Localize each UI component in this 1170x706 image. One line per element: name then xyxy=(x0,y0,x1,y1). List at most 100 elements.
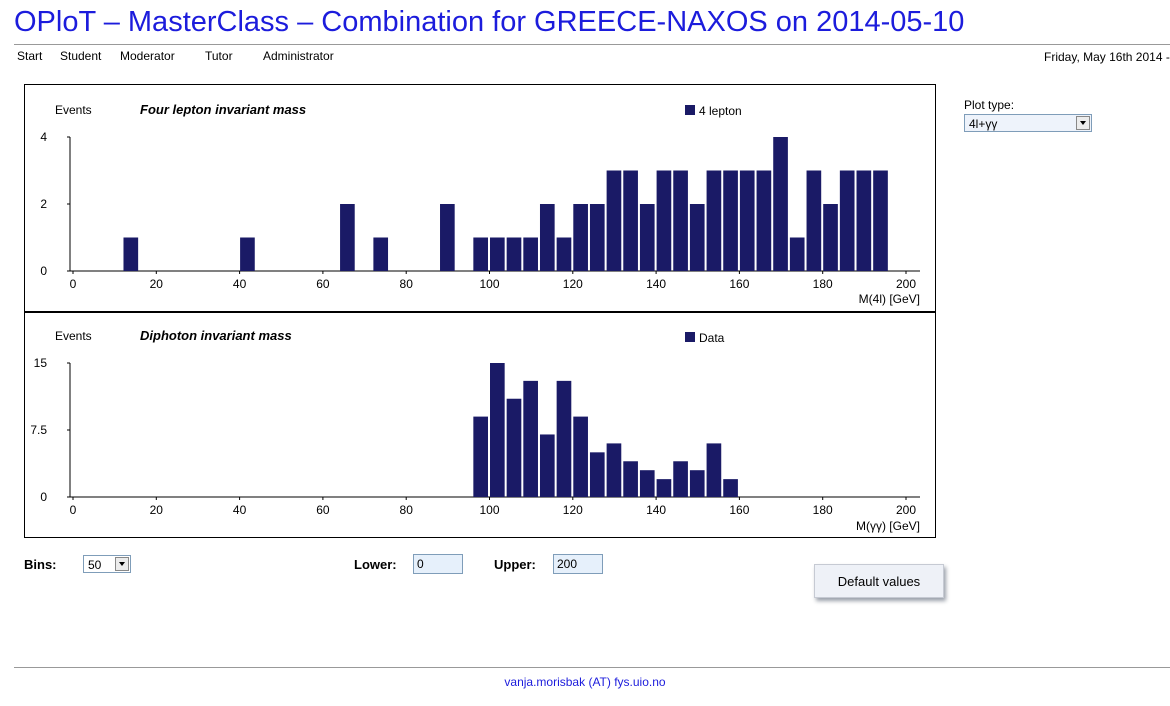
chevron-down-icon[interactable] xyxy=(1076,116,1090,130)
footer-email-link[interactable]: vanja.morisbak (AT) fys.uio.no xyxy=(504,675,666,689)
histogram-bar xyxy=(773,137,788,271)
x-tick-label: 160 xyxy=(729,277,749,291)
x-tick-label: 0 xyxy=(70,503,77,517)
page-title: OPloT – MasterClass – Combination for GR… xyxy=(14,6,965,38)
x-tick-label: 20 xyxy=(150,503,164,517)
footer: vanja.morisbak (AT) fys.uio.no xyxy=(0,675,1170,689)
histogram-bar xyxy=(806,170,822,271)
x-tick-label: 120 xyxy=(563,503,583,517)
x-tick-label: 0 xyxy=(70,277,77,291)
x-tick-label: 40 xyxy=(233,503,247,517)
x-tick-label: 120 xyxy=(563,277,583,291)
x-tick-label: 80 xyxy=(400,503,414,517)
x-tick-label: 140 xyxy=(646,277,666,291)
upper-label: Upper: xyxy=(494,557,536,572)
chart-title: Diphoton invariant mass xyxy=(140,328,292,343)
footer-divider xyxy=(14,667,1170,668)
histogram-bar xyxy=(473,416,488,497)
histogram-bar xyxy=(673,461,688,497)
histogram-bar xyxy=(440,204,455,271)
x-tick-label: 200 xyxy=(896,277,916,291)
histogram-bar xyxy=(823,204,838,271)
histogram-bar xyxy=(556,380,572,497)
nav-moderator[interactable]: Moderator xyxy=(120,49,175,63)
histogram-bar xyxy=(606,170,622,271)
histogram-bar xyxy=(856,170,872,271)
histogram-bar xyxy=(723,170,738,271)
default-values-button[interactable]: Default values xyxy=(814,564,944,598)
histogram-bar xyxy=(606,443,622,497)
histogram-bar xyxy=(756,170,772,271)
histogram-bar xyxy=(639,470,655,497)
nav-student[interactable]: Student xyxy=(60,49,102,63)
x-tick-label: 180 xyxy=(813,277,833,291)
x-tick-label: 140 xyxy=(646,503,666,517)
histogram-bar xyxy=(523,237,538,271)
histogram-bar xyxy=(573,416,588,497)
lower-input[interactable] xyxy=(413,554,463,574)
histogram-bar xyxy=(689,204,705,271)
x-axis-label: M(γγ) [GeV] xyxy=(856,519,920,533)
histogram-bar xyxy=(539,434,555,497)
histogram-bar xyxy=(240,237,255,271)
histogram-bar xyxy=(723,479,738,497)
bins-value: 50 xyxy=(88,558,102,572)
histogram-bar xyxy=(789,237,805,271)
nav-start[interactable]: Start xyxy=(17,49,43,63)
histogram-bar xyxy=(539,204,555,271)
histogram-bar xyxy=(506,398,522,497)
y-tick-label: 0 xyxy=(40,264,47,278)
chart-frame: Events Four lepton invariant mass 4 lepton… xyxy=(24,84,936,538)
chart-divider xyxy=(25,311,935,313)
histogram-charts: Events Four lepton invariant mass 4 lepton… xyxy=(30,102,920,533)
header-divider xyxy=(14,44,1170,45)
x-tick-label: 100 xyxy=(479,503,499,517)
y-axis-label: Events xyxy=(55,103,92,117)
plot-type-value: 4l+γγ xyxy=(969,117,998,131)
y-tick-label: 7.5 xyxy=(30,423,47,437)
histogram-bar xyxy=(523,380,538,497)
x-tick-label: 100 xyxy=(479,277,499,291)
histogram-bar xyxy=(490,363,505,497)
histogram-bar xyxy=(656,479,672,497)
histogram-bar xyxy=(573,204,588,271)
histogram-bar xyxy=(623,461,638,497)
y-tick-label: 0 xyxy=(40,490,47,504)
upper-input[interactable] xyxy=(553,554,603,574)
x-tick-label: 80 xyxy=(400,277,414,291)
histogram-bar xyxy=(706,443,722,497)
plot-type-label: Plot type: xyxy=(964,98,1015,112)
x-tick-label: 180 xyxy=(813,503,833,517)
chevron-down-icon[interactable] xyxy=(115,557,129,571)
x-tick-label: 60 xyxy=(316,277,330,291)
plot-type-select[interactable]: 4l+γγ xyxy=(964,114,1092,132)
y-axis-label: Events xyxy=(55,329,92,343)
histogram-bar xyxy=(873,170,888,271)
x-tick-label: 40 xyxy=(233,277,247,291)
histogram-bar xyxy=(589,452,605,497)
nav-administrator[interactable]: Administrator xyxy=(263,49,334,63)
bins-label: Bins: xyxy=(24,557,57,572)
histogram-bar xyxy=(589,204,605,271)
histogram-bar xyxy=(506,237,522,271)
x-tick-label: 200 xyxy=(896,503,916,517)
current-date: Friday, May 16th 2014 - xyxy=(1044,50,1170,64)
histogram-bar xyxy=(839,170,855,271)
legend-swatch xyxy=(685,105,695,115)
bins-select[interactable]: 50 xyxy=(83,555,131,573)
legend-swatch xyxy=(685,332,695,342)
histogram-bar xyxy=(340,204,355,271)
x-tick-label: 20 xyxy=(150,277,164,291)
histogram-bar xyxy=(490,237,505,271)
lower-label: Lower: xyxy=(354,557,397,572)
histogram-bar xyxy=(673,170,688,271)
chart-title: Four lepton invariant mass xyxy=(140,102,306,117)
histogram-bar xyxy=(123,237,139,271)
histogram-bar xyxy=(706,170,722,271)
histogram-bar xyxy=(373,237,389,271)
nav-tutor[interactable]: Tutor xyxy=(205,49,233,63)
legend-label: Data xyxy=(699,331,725,345)
legend-label: 4 lepton xyxy=(699,104,742,118)
y-tick-label: 15 xyxy=(34,356,48,370)
y-tick-label: 2 xyxy=(40,197,47,211)
